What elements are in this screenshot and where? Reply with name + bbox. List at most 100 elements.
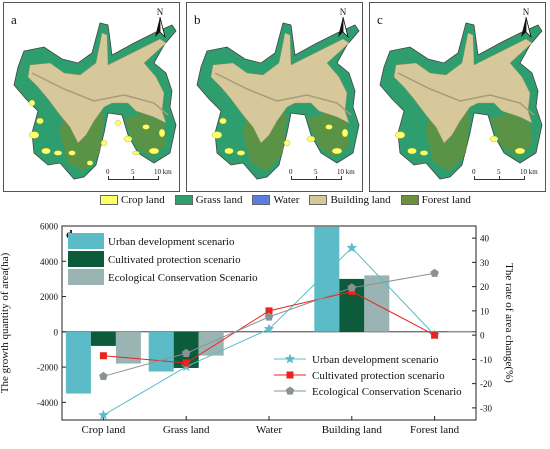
line-point [347, 283, 357, 292]
y-left-tick-label: 0 [54, 327, 59, 337]
water-swatch [252, 195, 271, 205]
x-tick-label: Building land [322, 424, 383, 436]
scale-label-5: 5 [314, 168, 318, 176]
y-left-tick-label: -2000 [37, 363, 58, 373]
building-land-area [27, 32, 167, 144]
crop-land-patch [341, 128, 349, 138]
crop-land-patch [114, 120, 122, 126]
x-tick-label: Water [256, 424, 282, 436]
crop-land-patch [236, 150, 246, 156]
land-use-map-a [13, 22, 177, 180]
scale-bar: 0 5 10 km [289, 168, 355, 188]
line-point [284, 353, 296, 364]
y-right-tick-label: 30 [480, 258, 490, 268]
crop-land-patch [211, 131, 223, 139]
crop-land-patch [28, 131, 40, 139]
line-point [99, 352, 107, 360]
north-arrow-icon: N [151, 7, 169, 44]
crop-land-patch [514, 147, 526, 155]
river-line [214, 72, 352, 116]
crop-land-patch [331, 147, 343, 155]
river-line [31, 72, 169, 116]
x-tick-label: Grass land [163, 424, 210, 436]
north-label: N [522, 7, 530, 17]
legend-label: Water [273, 194, 300, 206]
crop-land-patch [219, 117, 227, 125]
crop-land-patch [158, 128, 166, 138]
legend-item-forest-land: Forest land [400, 194, 471, 206]
crop-land-patch [41, 147, 51, 155]
scale-label-10km: 10 km [337, 168, 355, 176]
crop-land-patch [68, 150, 76, 156]
crop-land-patch [224, 147, 234, 155]
line-point [430, 268, 439, 277]
bar [314, 226, 340, 332]
map-legend: Crop land Grass land Water Building land… [100, 193, 471, 207]
legend-line-label: Cultivated protection scenario [312, 370, 445, 382]
chart-canvas: -4000 -2000 0 2000 4000 6000 -30 -20 -10 0 10 20 30 4… [0, 222, 515, 437]
building-land-area [210, 32, 350, 144]
y-left-tick-label: 6000 [40, 222, 59, 232]
y-right-tick-label: 20 [480, 282, 490, 292]
forest-land-area [490, 113, 532, 157]
crop-land-patch [123, 135, 133, 143]
legend-bar-label: Ecological Conservation Scenario [108, 272, 258, 284]
map-panel-c: c N 0 5 10 km [369, 2, 546, 192]
panel-letter: a [11, 12, 17, 27]
line-point [98, 409, 109, 420]
y-right-tick-label: 10 [480, 306, 490, 316]
legend-label: Building land [330, 194, 391, 206]
scale-bar: 0 5 10 km [472, 168, 538, 188]
forest-land-area [307, 113, 349, 157]
y-left-tick-label: 2000 [40, 292, 59, 302]
crop-land-patch [36, 117, 44, 125]
land-use-map-b [196, 22, 360, 180]
x-tick-label: Forest land [410, 424, 460, 436]
line-point [181, 348, 191, 357]
y-right-axis-label: The rate of area change(%) [503, 263, 515, 383]
line-point [263, 323, 275, 334]
crop-land-patch [306, 135, 316, 143]
building-land-area [393, 32, 533, 144]
north-label: N [339, 7, 347, 17]
map-panel-a: a N 0 5 10 km [3, 2, 180, 192]
crop-land-patch [419, 150, 429, 156]
scale-label-0: 0 [289, 168, 293, 176]
legend-label: Grass land [195, 194, 243, 206]
y-right-tick-label: -20 [480, 379, 492, 389]
legend-item-crop-land: Crop land [100, 194, 165, 206]
legend-item-grass-land: Grass land [174, 194, 243, 206]
river-line [397, 72, 535, 116]
scale-label-5: 5 [131, 168, 135, 176]
crop-land-patch [325, 124, 333, 130]
line-point [99, 371, 108, 380]
legend-item-water: Water [252, 194, 299, 206]
crop-land-patch [86, 160, 94, 166]
crop-land-patch [394, 131, 406, 139]
legend-bar-swatch [68, 233, 104, 249]
y-left-tick-label: -4000 [37, 398, 58, 408]
y-right-tick-label: 0 [480, 331, 485, 341]
north-arrow-icon: N [517, 7, 535, 44]
crop-land-patch [53, 150, 63, 156]
scale-label-0: 0 [106, 168, 110, 176]
scale-label-10km: 10 km [154, 168, 172, 176]
crop-land-patch [407, 147, 417, 155]
legend-bar-label: Cultivated protection scenario [108, 254, 241, 266]
crop-land-patch [132, 150, 140, 156]
building-land-swatch [309, 195, 328, 205]
line-point [182, 359, 190, 367]
line-point [264, 312, 274, 321]
line-point [286, 371, 294, 379]
scale-bar: 0 5 10 km [106, 168, 172, 188]
area-change-chart: -4000 -2000 0 2000 4000 6000 -30 -20 -10 0 10 20 30 4… [0, 216, 515, 437]
panel-letter: b [194, 12, 201, 27]
y-left-axis-label: The growth quantity of area(ha) [0, 252, 11, 393]
bar [90, 331, 116, 346]
y-right-tick-label: -30 [480, 403, 492, 413]
x-tick-label: Crop land [82, 424, 126, 436]
crop-land-patch [28, 99, 36, 107]
north-arrow-icon: N [334, 7, 352, 44]
scale-label-10km: 10 km [520, 168, 538, 176]
legend-bar-swatch [68, 251, 104, 267]
